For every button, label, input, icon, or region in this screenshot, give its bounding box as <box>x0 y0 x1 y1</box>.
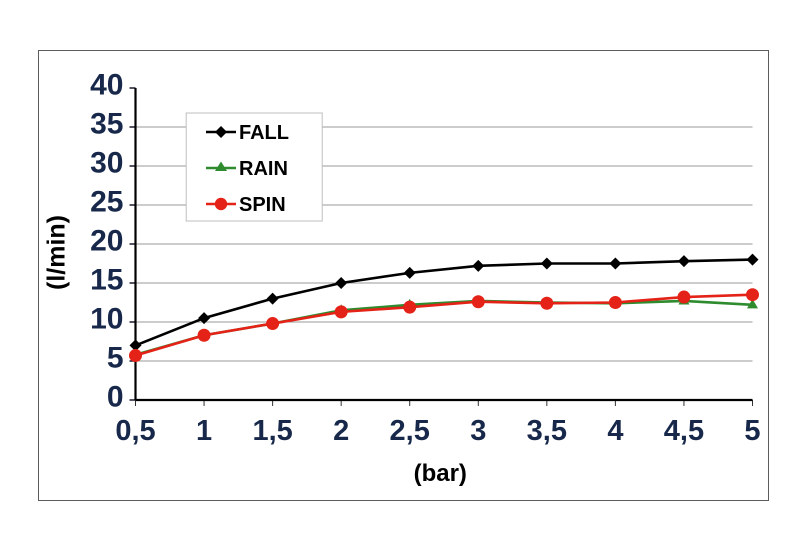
svg-text:35: 35 <box>90 108 123 141</box>
svg-text:SPIN: SPIN <box>239 194 286 216</box>
svg-text:(bar): (bar) <box>413 460 466 487</box>
svg-text:3: 3 <box>470 415 486 447</box>
svg-text:(l/min): (l/min) <box>42 215 70 290</box>
svg-text:1: 1 <box>195 415 211 447</box>
svg-text:25: 25 <box>90 186 123 219</box>
svg-text:15: 15 <box>90 264 123 297</box>
svg-text:5: 5 <box>744 415 760 447</box>
svg-text:5: 5 <box>106 342 123 375</box>
svg-text:40: 40 <box>90 69 123 102</box>
svg-text:2: 2 <box>333 415 349 447</box>
svg-text:3,5: 3,5 <box>526 415 566 447</box>
svg-text:20: 20 <box>90 225 123 258</box>
svg-text:1,5: 1,5 <box>252 415 292 447</box>
svg-text:2,5: 2,5 <box>389 415 429 447</box>
svg-text:4: 4 <box>607 415 623 447</box>
svg-text:FALL: FALL <box>239 122 289 144</box>
svg-text:0: 0 <box>106 381 123 414</box>
svg-text:10: 10 <box>90 303 123 336</box>
svg-text:0,5: 0,5 <box>115 415 155 447</box>
svg-text:RAIN: RAIN <box>239 158 288 180</box>
svg-text:4,5: 4,5 <box>663 415 703 447</box>
svg-text:30: 30 <box>90 147 123 180</box>
